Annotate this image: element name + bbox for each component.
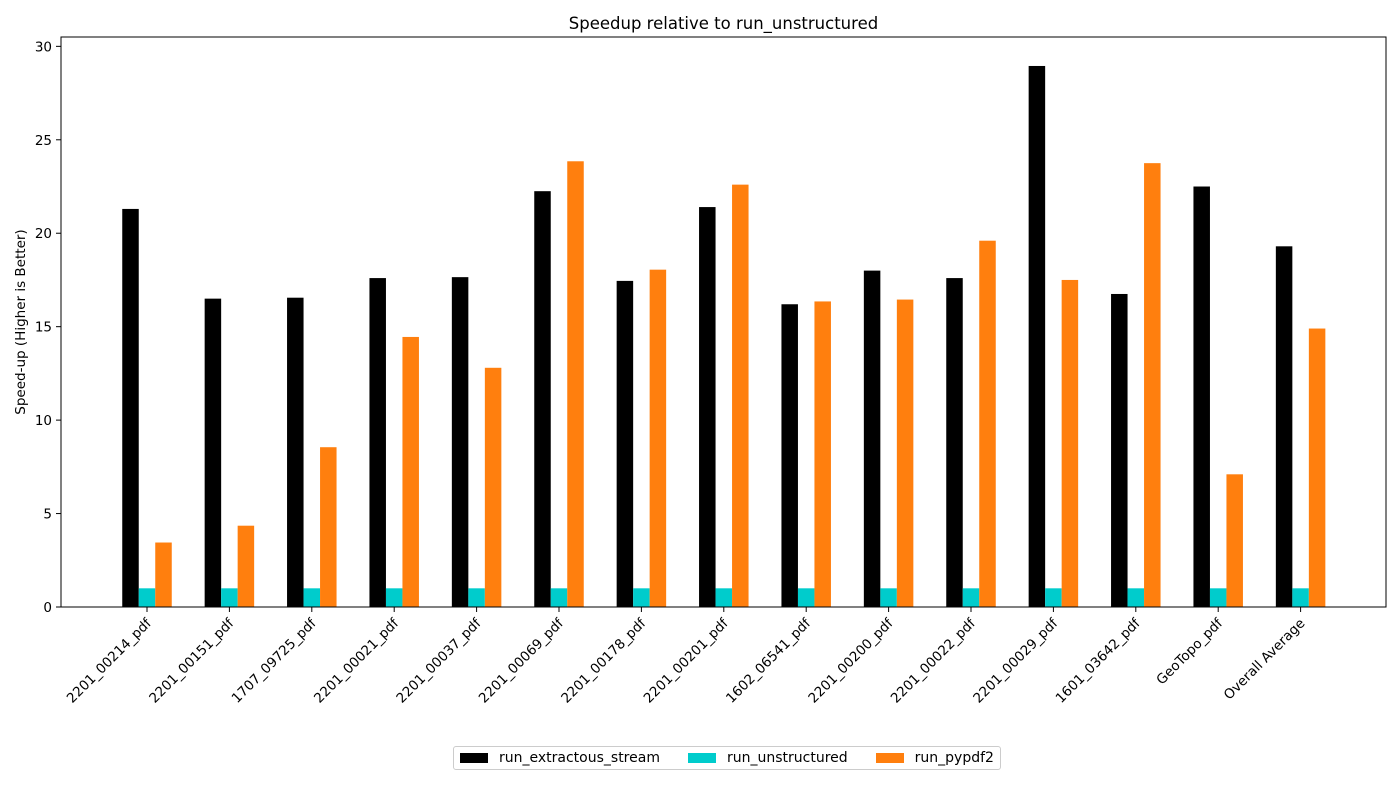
x-tick-label: 2201_00029_pdf — [970, 615, 1062, 707]
x-tick-label: Overall Average — [1221, 616, 1309, 704]
bar-run-pypdf2-5 — [567, 161, 584, 607]
y-axis-label: Speed-up (Higher is Better) — [13, 229, 29, 414]
legend-label-pypdf2: run_pypdf2 — [914, 750, 994, 766]
bar-run-pypdf2-1 — [237, 525, 255, 607]
bar-run-unstructured-14 — [1292, 588, 1309, 607]
bar-run-extractous-stream-6 — [616, 280, 634, 607]
bar-run-pypdf2-7 — [732, 184, 749, 607]
x-tick-label: 2201_00201_pdf — [641, 615, 733, 707]
bar-run-extractous-stream-1 — [204, 298, 222, 607]
bar-run-unstructured-9 — [880, 588, 897, 607]
bar-run-unstructured-7 — [715, 588, 733, 607]
bar-run-extractous-stream-4 — [451, 277, 469, 607]
bar-run-unstructured-5 — [550, 588, 568, 607]
x-tick-label: 1602_06541_pdf — [723, 615, 815, 707]
bar-run-extractous-stream-13 — [1193, 186, 1210, 607]
bars-group — [122, 65, 1326, 608]
bar-run-unstructured-2 — [303, 588, 321, 607]
x-tick-label: 2201_00021_pdf — [311, 615, 403, 707]
bar-run-unstructured-1 — [221, 588, 238, 607]
bar-run-unstructured-0 — [138, 588, 156, 607]
bar-run-unstructured-10 — [962, 588, 980, 607]
bar-run-unstructured-8 — [797, 588, 815, 607]
bar-run-extractous-stream-7 — [699, 207, 716, 607]
bar-run-unstructured-12 — [1127, 588, 1145, 607]
y-tick-label: 0 — [43, 600, 52, 616]
legend-item-pypdf2: run_pypdf2 — [875, 750, 994, 766]
chart-title: Speedup relative to run_unstructured — [569, 14, 878, 34]
legend: run_extractous_stream run_unstructured r… — [453, 746, 1001, 770]
bar-run-extractous-stream-10 — [946, 278, 963, 607]
bar-run-extractous-stream-9 — [863, 270, 881, 607]
legend-label-unstructured: run_unstructured — [726, 750, 848, 766]
bar-run-pypdf2-13 — [1226, 474, 1243, 607]
y-tick-label: 30 — [35, 39, 52, 55]
legend-swatch-pypdf2 — [875, 753, 904, 763]
bar-run-pypdf2-3 — [402, 336, 419, 607]
bar-run-unstructured-3 — [385, 588, 403, 607]
bar-run-extractous-stream-8 — [781, 304, 798, 607]
bar-run-pypdf2-2 — [320, 447, 337, 607]
x-tick-label: 2201_00214_pdf — [64, 615, 156, 707]
plot-frame — [60, 36, 1387, 608]
bar-run-extractous-stream-12 — [1111, 293, 1128, 607]
legend-item-unstructured: run_unstructured — [687, 750, 848, 766]
x-tick-label: 2201_00037_pdf — [393, 615, 485, 707]
bar-run-pypdf2-10 — [979, 240, 996, 607]
x-tick-label: 1707_09725_pdf — [229, 615, 321, 707]
bar-run-extractous-stream-3 — [369, 278, 386, 607]
bar-run-pypdf2-6 — [649, 269, 667, 607]
legend-item-extractous: run_extractous_stream — [460, 750, 660, 766]
y-tick-label: 20 — [35, 226, 52, 242]
bar-run-extractous-stream-2 — [287, 297, 304, 607]
bar-run-pypdf2-11 — [1061, 279, 1079, 607]
bar-run-extractous-stream-11 — [1028, 65, 1046, 608]
y-tick-label: 15 — [35, 320, 52, 336]
x-tick-label: GeoTopo_pdf — [1153, 615, 1227, 689]
y-tick-label: 25 — [35, 133, 52, 149]
bar-run-pypdf2-12 — [1144, 163, 1161, 607]
legend-swatch-unstructured — [687, 753, 716, 763]
bar-run-pypdf2-14 — [1308, 328, 1326, 607]
bar-run-extractous-stream-0 — [122, 208, 139, 607]
legend-swatch-extractous — [460, 753, 488, 763]
bar-run-pypdf2-9 — [896, 299, 914, 607]
bar-run-unstructured-4 — [468, 588, 485, 607]
x-tick-label: 2201_00178_pdf — [558, 615, 650, 707]
x-tick-label: 2201_00069_pdf — [476, 615, 568, 707]
bar-run-unstructured-6 — [633, 588, 650, 607]
legend-label-extractous: run_extractous_stream — [499, 750, 660, 766]
bar-run-pypdf2-8 — [814, 301, 831, 607]
y-axis-ticks: 0 5 10 15 20 25 30 — [35, 39, 61, 616]
bar-run-extractous-stream-5 — [534, 191, 551, 607]
x-tick-label: 1601_03642_pdf — [1053, 615, 1145, 707]
bar-run-unstructured-11 — [1045, 588, 1062, 607]
y-tick-label: 10 — [35, 413, 52, 429]
bar-run-pypdf2-0 — [155, 542, 172, 607]
bar-run-unstructured-13 — [1209, 588, 1227, 607]
x-tick-label: 2201_00200_pdf — [805, 615, 897, 707]
bar-run-pypdf2-4 — [484, 367, 502, 607]
y-tick-label: 5 — [43, 507, 52, 523]
x-tick-label: 2201_00151_pdf — [146, 615, 238, 707]
x-axis-ticks: 2201_00214_pdf2201_00151_pdf1707_09725_p… — [64, 607, 1309, 707]
x-tick-label: 2201_00022_pdf — [888, 615, 980, 707]
bar-run-extractous-stream-14 — [1275, 246, 1293, 607]
